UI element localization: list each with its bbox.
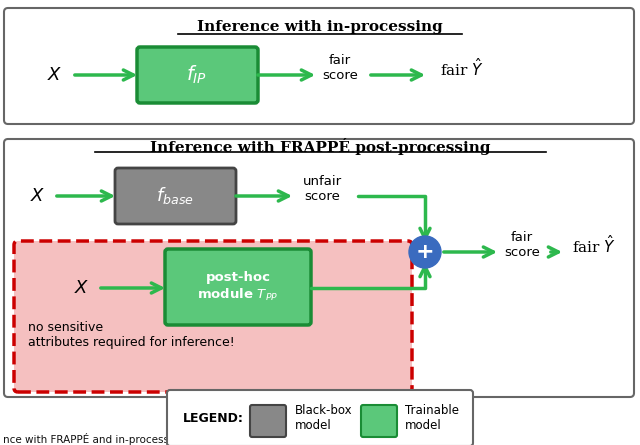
FancyBboxPatch shape: [137, 47, 258, 103]
FancyBboxPatch shape: [250, 405, 286, 437]
Text: Inference with FRAPPÉ post-processing: Inference with FRAPPÉ post-processing: [150, 138, 490, 155]
FancyBboxPatch shape: [167, 390, 473, 445]
Text: fair $\hat{Y}$: fair $\hat{Y}$: [572, 234, 616, 256]
Text: post-hoc
module $T_{PP}$: post-hoc module $T_{PP}$: [197, 271, 278, 303]
Text: unfair
score: unfair score: [303, 175, 342, 203]
Text: $X$: $X$: [47, 66, 63, 84]
Text: $f_{IP}$: $f_{IP}$: [186, 64, 207, 86]
Text: fair
score: fair score: [504, 231, 540, 259]
Text: fair $\hat{Y}$: fair $\hat{Y}$: [440, 57, 484, 79]
Text: Black-box
model: Black-box model: [295, 404, 353, 432]
Text: nce with FRAPPÉ and in-processing.  FRAPPÉ methods add the outp: nce with FRAPPÉ and in-processing. FRAPP…: [3, 433, 353, 445]
FancyBboxPatch shape: [4, 8, 634, 124]
FancyBboxPatch shape: [361, 405, 397, 437]
Text: $X$: $X$: [74, 279, 90, 297]
Text: LEGEND:: LEGEND:: [183, 412, 244, 425]
FancyBboxPatch shape: [115, 168, 236, 224]
Text: $f_{base}$: $f_{base}$: [156, 186, 194, 206]
Text: +: +: [416, 242, 435, 262]
Text: fair
score: fair score: [322, 54, 358, 82]
Text: $X$: $X$: [30, 187, 45, 205]
FancyBboxPatch shape: [165, 249, 311, 325]
Circle shape: [409, 236, 441, 268]
FancyBboxPatch shape: [14, 241, 412, 392]
Text: Inference with in-processing: Inference with in-processing: [197, 20, 443, 34]
FancyBboxPatch shape: [4, 139, 634, 397]
Text: no sensitive
attributes required for inference!: no sensitive attributes required for inf…: [28, 321, 235, 349]
Text: Trainable
model: Trainable model: [405, 404, 459, 432]
